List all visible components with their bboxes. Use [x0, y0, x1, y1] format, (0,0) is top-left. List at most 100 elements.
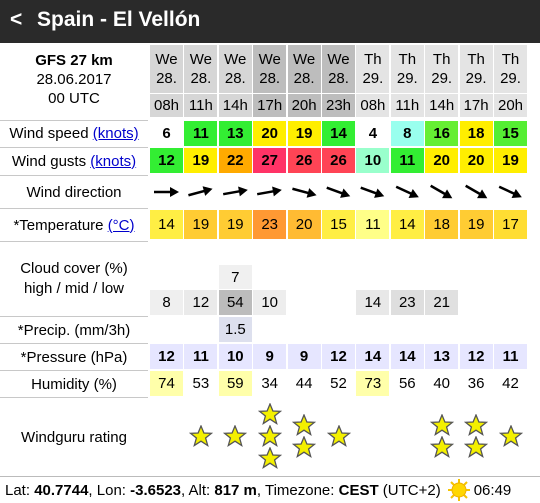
label-text: *Temperature	[13, 216, 104, 234]
rating-star	[257, 447, 282, 469]
cloud-cover-cell	[184, 265, 218, 289]
cloud-cover-cell	[184, 242, 218, 265]
sunrise-time: 06:49	[473, 481, 512, 499]
wind-arrow	[291, 187, 317, 198]
humidity-cell: 42	[494, 371, 527, 396]
sun-icon	[447, 479, 470, 501]
unit-link[interactable]: (knots)	[90, 152, 137, 170]
day-date: 29.	[465, 70, 487, 87]
wind-arrow	[257, 186, 282, 197]
day-header: We 28.	[322, 45, 355, 93]
unit-link[interactable]: (°C)	[107, 216, 135, 234]
cloud-cover-cell	[322, 290, 355, 315]
temperature-cell: 18	[425, 210, 459, 239]
label-text: Wind gusts	[11, 152, 87, 170]
wind-arrow	[326, 186, 351, 198]
day-date: 28.	[328, 70, 349, 87]
precip-cell	[459, 317, 493, 342]
row-label: *Temperature (°C)	[0, 208, 148, 241]
cloud-cover-cell: 23	[390, 290, 424, 315]
label-sub: high / mid / low	[23, 280, 125, 297]
footer: Lat: 40.7744, Lon: -3.6523, Alt: 817 m, …	[0, 476, 540, 503]
cloud-cover-cell	[494, 265, 527, 289]
rating-star	[498, 425, 523, 447]
pressure-cell: 9	[287, 344, 321, 369]
cloud-cover-cell	[287, 290, 321, 315]
wind-speed-cell: 6	[150, 121, 183, 146]
wind-arrow	[154, 187, 179, 197]
wind-speed-cell: 13	[218, 121, 252, 146]
rating-star	[326, 425, 351, 447]
humidity-cell: 40	[425, 371, 459, 396]
day-date: 28.	[259, 70, 281, 87]
wind-gusts-cell: 19	[494, 148, 527, 173]
label-text: Wind direction	[26, 183, 122, 201]
wind-gusts-cell: 22	[218, 148, 252, 173]
temperature-cell: 19	[459, 210, 493, 239]
cloud-cover-cell	[287, 265, 321, 289]
footer-part: , Timezone:	[256, 481, 339, 499]
day-header: Th 29.	[390, 45, 424, 93]
day-header: Th 29.	[425, 45, 459, 93]
wind-speed-cell: 16	[425, 121, 459, 146]
precip-cell: 1.5	[218, 317, 252, 342]
rating-star	[292, 414, 317, 436]
model-info: GFS 27 km 28.06.2017 00 UTC	[0, 45, 148, 117]
footer-part: Lat:	[5, 481, 35, 499]
model-name: GFS 27 km	[35, 52, 113, 69]
precip-cell	[390, 317, 424, 342]
cloud-cover-cell: 21	[425, 290, 459, 315]
wind-speed-cell: 19	[287, 121, 321, 146]
rating-star	[223, 425, 248, 447]
humidity-cell: 56	[390, 371, 424, 396]
wind-gusts-cell: 26	[287, 148, 321, 173]
location-info: Lat: 40.7744, Lon: -3.6523, Alt: 817 m, …	[5, 482, 441, 499]
pressure-cell: 11	[184, 344, 218, 369]
pressure-cell: 12	[322, 344, 355, 369]
day-name: Th	[432, 51, 451, 68]
model-run: 00 UTC	[48, 90, 100, 107]
wind-arrow	[222, 186, 248, 197]
cloud-cover-cell	[287, 242, 321, 265]
pressure-cell: 12	[459, 344, 493, 369]
precip-cell	[184, 317, 218, 342]
day-header: We 28.	[150, 45, 183, 93]
day-name: We	[327, 51, 350, 68]
cloud-cover-cell	[356, 242, 390, 265]
temperature-cell: 14	[390, 210, 424, 239]
day-date: 28.	[224, 70, 246, 87]
footer-part: , Lon:	[88, 481, 131, 499]
temperature-cell: 15	[322, 210, 355, 239]
temperature-cell: 17	[494, 210, 527, 239]
temperature-cell: 14	[150, 210, 183, 239]
day-name: Th	[398, 51, 417, 68]
cloud-cover-cell	[494, 242, 527, 265]
footer-part: 40.7744	[34, 481, 89, 499]
cloud-cover-cell	[390, 242, 424, 265]
day-name: We	[155, 51, 178, 68]
unit-link[interactable]: (knots)	[92, 125, 139, 142]
precip-cell	[253, 317, 287, 342]
footer-part: 817 m	[214, 481, 257, 499]
hour-header: 17h	[459, 94, 493, 117]
precip-cell	[150, 317, 183, 342]
cloud-cover-cell: 14	[356, 290, 390, 315]
pressure-cell: 14	[356, 344, 390, 369]
day-date: 28.	[293, 70, 315, 87]
day-name: We	[292, 51, 316, 68]
wind-speed-cell: 8	[390, 121, 424, 146]
cloud-cover-cell	[150, 265, 183, 289]
day-name: Th	[501, 51, 520, 68]
day-header: We 28.	[287, 45, 321, 93]
wind-speed-cell: 4	[356, 121, 390, 146]
cloud-cover-cell	[150, 242, 183, 265]
cloud-cover-cell: 10	[253, 290, 287, 315]
back-button[interactable]: <	[10, 8, 23, 31]
cloud-cover-cell: 54	[218, 290, 252, 315]
wind-gusts-cell: 10	[356, 148, 390, 173]
temperature-cell: 23	[253, 210, 287, 239]
cloud-cover-cell	[322, 265, 355, 289]
temperature-cell: 20	[287, 210, 321, 239]
wind-gusts-cell: 12	[150, 148, 183, 173]
day-name: We	[224, 51, 247, 68]
